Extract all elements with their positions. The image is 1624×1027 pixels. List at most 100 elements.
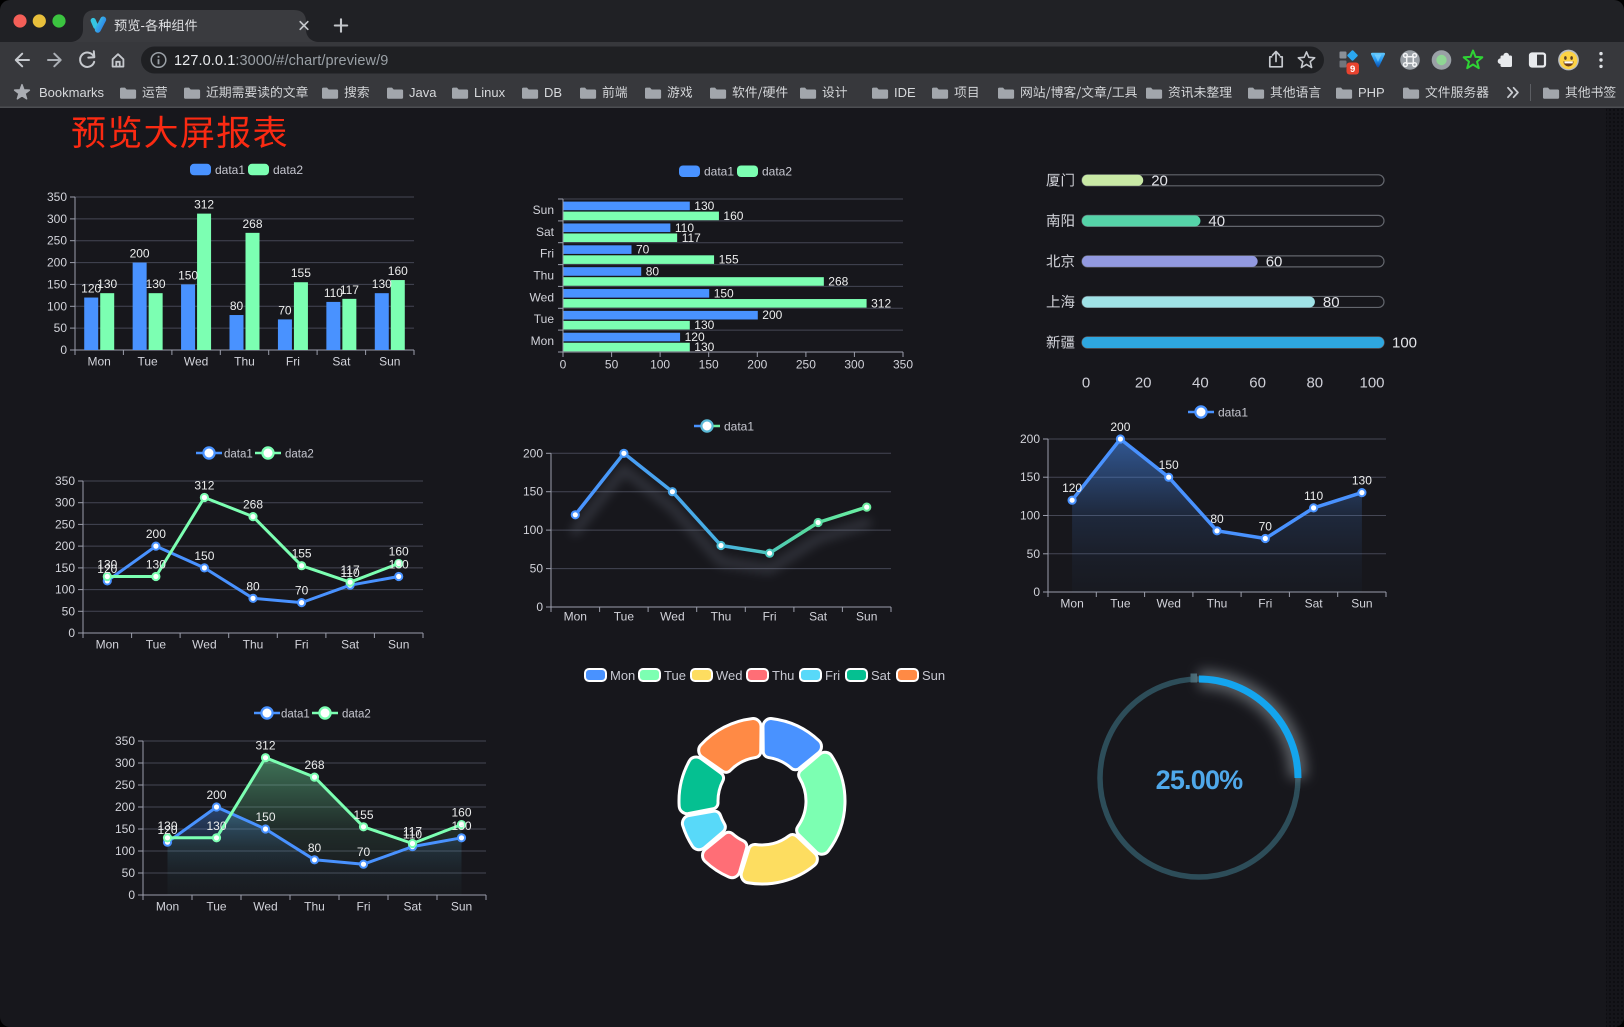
svg-text:data1: data1 bbox=[724, 420, 754, 434]
svg-text:70: 70 bbox=[1259, 520, 1273, 534]
svg-text:120: 120 bbox=[157, 823, 177, 837]
svg-text:40: 40 bbox=[1192, 375, 1209, 392]
svg-text:Wed: Wed bbox=[660, 610, 684, 624]
svg-text:120: 120 bbox=[685, 330, 705, 344]
svg-text:60: 60 bbox=[1266, 254, 1283, 271]
svg-text:DB: DB bbox=[544, 85, 562, 100]
svg-text:120: 120 bbox=[1062, 481, 1082, 495]
svg-text:60: 60 bbox=[1249, 375, 1266, 392]
svg-text:Fri: Fri bbox=[825, 668, 840, 683]
svg-text:150: 150 bbox=[714, 286, 734, 300]
svg-text:250: 250 bbox=[47, 234, 67, 248]
svg-text:150: 150 bbox=[1159, 458, 1179, 472]
svg-text:Sun: Sun bbox=[1351, 597, 1372, 611]
svg-text:117: 117 bbox=[403, 825, 422, 839]
svg-text:data1: data1 bbox=[281, 709, 310, 721]
svg-text:70: 70 bbox=[357, 845, 371, 859]
svg-text:Mon: Mon bbox=[610, 668, 635, 683]
svg-text:312: 312 bbox=[194, 198, 214, 212]
svg-text:0: 0 bbox=[60, 343, 67, 357]
svg-text:Linux: Linux bbox=[474, 85, 506, 100]
svg-text:Fri: Fri bbox=[295, 638, 309, 652]
svg-text:IDE: IDE bbox=[894, 85, 916, 100]
svg-text:Sun: Sun bbox=[856, 610, 877, 624]
svg-text:200: 200 bbox=[747, 358, 767, 372]
svg-text:0: 0 bbox=[128, 888, 135, 902]
svg-text:130: 130 bbox=[206, 819, 226, 833]
svg-text:312: 312 bbox=[194, 479, 214, 493]
svg-text:Mon: Mon bbox=[156, 900, 179, 914]
svg-text:80: 80 bbox=[1210, 512, 1224, 526]
svg-text:data2: data2 bbox=[285, 449, 314, 461]
svg-text:200: 200 bbox=[146, 527, 166, 541]
svg-text:Tue: Tue bbox=[1110, 597, 1131, 611]
svg-text:150: 150 bbox=[178, 268, 198, 282]
svg-text:150: 150 bbox=[255, 810, 275, 824]
svg-text:110: 110 bbox=[1304, 489, 1323, 503]
svg-text:150: 150 bbox=[47, 277, 67, 291]
svg-text:268: 268 bbox=[243, 498, 263, 512]
svg-text:Sat: Sat bbox=[332, 355, 351, 369]
svg-text:100: 100 bbox=[523, 523, 543, 537]
svg-text:110: 110 bbox=[341, 566, 360, 580]
svg-text:130: 130 bbox=[157, 819, 177, 833]
svg-text:150: 150 bbox=[55, 561, 75, 575]
svg-text:Fri: Fri bbox=[357, 900, 371, 914]
svg-text:250: 250 bbox=[796, 358, 816, 372]
svg-text:117: 117 bbox=[341, 563, 360, 577]
svg-text:20: 20 bbox=[1151, 173, 1168, 190]
svg-text:117: 117 bbox=[682, 231, 701, 245]
svg-text:Bookmarks: Bookmarks bbox=[39, 85, 105, 100]
svg-text:268: 268 bbox=[304, 758, 324, 772]
svg-text:Mon: Mon bbox=[96, 638, 119, 652]
svg-text:Thu: Thu bbox=[1207, 597, 1228, 611]
svg-text:Sun: Sun bbox=[379, 355, 400, 369]
svg-text:Sat: Sat bbox=[341, 638, 360, 652]
svg-text:data2: data2 bbox=[342, 709, 371, 721]
svg-text:130: 130 bbox=[694, 340, 714, 354]
svg-text:100: 100 bbox=[1359, 375, 1384, 392]
svg-text:200: 200 bbox=[55, 539, 75, 553]
svg-text:80: 80 bbox=[1306, 375, 1323, 392]
svg-text:300: 300 bbox=[115, 756, 135, 770]
svg-text:Thu: Thu bbox=[533, 269, 554, 283]
svg-text:Sat: Sat bbox=[403, 900, 422, 914]
svg-text:150: 150 bbox=[523, 485, 543, 499]
svg-text:200: 200 bbox=[523, 446, 543, 460]
svg-text:300: 300 bbox=[844, 358, 864, 372]
svg-text:100: 100 bbox=[47, 299, 67, 313]
svg-text:200: 200 bbox=[762, 308, 782, 322]
svg-text:data1: data1 bbox=[215, 163, 245, 177]
svg-text:268: 268 bbox=[828, 275, 848, 289]
svg-text:Tue: Tue bbox=[137, 355, 158, 369]
svg-text:80: 80 bbox=[246, 579, 260, 593]
svg-text:120: 120 bbox=[97, 562, 117, 576]
svg-text:0: 0 bbox=[68, 626, 75, 640]
svg-text:200: 200 bbox=[1110, 420, 1130, 434]
svg-text:130: 130 bbox=[451, 819, 471, 833]
svg-text:50: 50 bbox=[605, 358, 619, 372]
svg-text:160: 160 bbox=[388, 264, 408, 278]
svg-text:130: 130 bbox=[97, 277, 117, 291]
svg-text:Sun: Sun bbox=[451, 900, 472, 914]
svg-text:50: 50 bbox=[122, 866, 136, 880]
svg-text:9: 9 bbox=[1350, 64, 1355, 75]
svg-text:Mon: Mon bbox=[564, 610, 587, 624]
svg-text:0: 0 bbox=[536, 600, 543, 614]
svg-text:110: 110 bbox=[403, 828, 422, 842]
svg-text:Fri: Fri bbox=[540, 247, 554, 261]
svg-text:Wed: Wed bbox=[530, 290, 554, 304]
svg-text:Mon: Mon bbox=[88, 355, 111, 369]
svg-text:150: 150 bbox=[1020, 470, 1040, 484]
svg-text:150: 150 bbox=[194, 549, 214, 563]
svg-text:268: 268 bbox=[242, 217, 262, 231]
svg-text:Fri: Fri bbox=[763, 610, 777, 624]
svg-text:110: 110 bbox=[675, 221, 694, 235]
svg-text:Tue: Tue bbox=[614, 610, 635, 624]
svg-text:120: 120 bbox=[81, 282, 101, 296]
svg-text:Wed: Wed bbox=[192, 638, 216, 652]
svg-text:Sun: Sun bbox=[388, 638, 409, 652]
svg-text:Fri: Fri bbox=[286, 355, 300, 369]
svg-text:130: 130 bbox=[146, 277, 166, 291]
svg-text:200: 200 bbox=[115, 800, 135, 814]
